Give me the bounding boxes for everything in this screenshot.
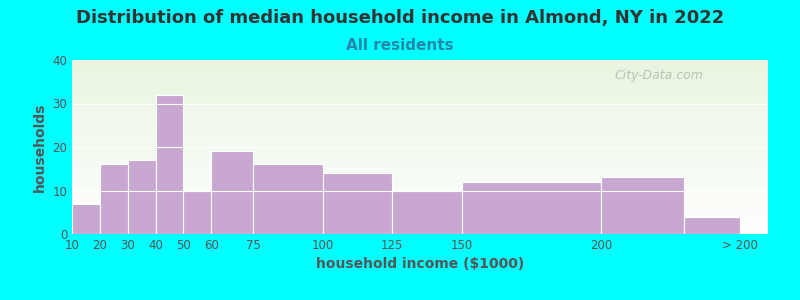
Bar (100, 164, 128, 234)
X-axis label: household income ($1000): household income ($1000) (316, 257, 524, 272)
Y-axis label: households: households (33, 102, 46, 192)
Bar (322, 173, 392, 234)
Text: Distribution of median household income in Almond, NY in 2022: Distribution of median household income … (76, 9, 724, 27)
Text: All residents: All residents (346, 38, 454, 52)
Bar (155, 95, 183, 234)
Bar (462, 182, 601, 234)
Bar (128, 160, 155, 234)
Bar (211, 152, 253, 234)
Bar (183, 190, 211, 234)
Bar (253, 164, 322, 234)
Bar (601, 177, 685, 234)
Bar (685, 217, 740, 234)
Text: City-Data.com: City-Data.com (615, 69, 704, 82)
Bar (72, 203, 100, 234)
Bar (392, 190, 462, 234)
